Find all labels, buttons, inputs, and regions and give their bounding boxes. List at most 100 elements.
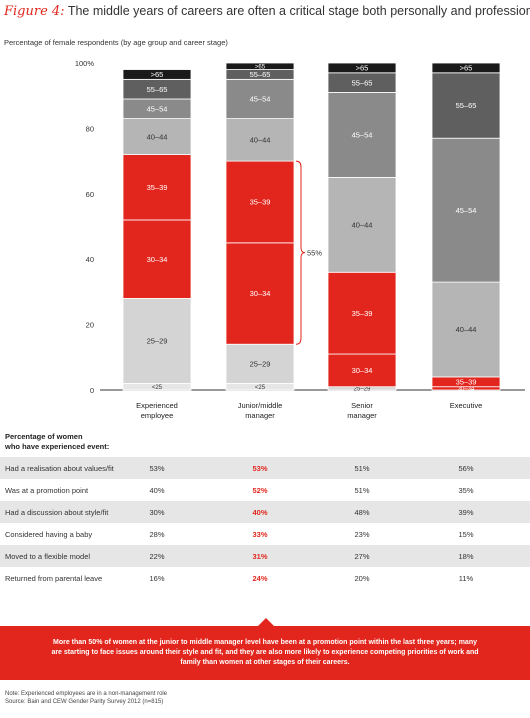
segment-label: 25–29 (147, 337, 168, 346)
y-tick-label: 0 (90, 386, 94, 395)
table-heading: Percentage of women who have experienced… (5, 432, 109, 452)
category-label: employee (141, 411, 174, 420)
segment-label: >65 (356, 64, 369, 73)
row-value: 11% (458, 574, 474, 583)
table-row: Returned from parental leave 16% 24% 20% 11% (0, 567, 530, 589)
segment-label: 30–34 (352, 366, 373, 375)
y-tick-label: 100% (75, 59, 95, 68)
bar-segment (225, 62, 295, 70)
segment-label: 35–39 (147, 183, 168, 192)
y-tick-label: 20 (86, 321, 94, 330)
row-label: Returned from parental leave (5, 574, 103, 583)
row-value: 24% (252, 574, 268, 583)
segment-label: 30–34 (458, 387, 475, 393)
bar-segment (431, 62, 501, 74)
row-label: Considered having a baby (5, 530, 93, 539)
row-value: 27% (354, 552, 370, 561)
bar-segment (122, 69, 192, 80)
table-heading-line1: Percentage of women (5, 432, 83, 441)
row-value: 52% (252, 486, 268, 495)
figure-heading: The middle years of careers are often a … (67, 4, 530, 18)
bracket (295, 160, 306, 345)
row-value: 53% (149, 464, 165, 473)
bar-segment (122, 219, 192, 299)
table-row: Was at a promotion point 40% 52% 51% 35% (0, 479, 530, 501)
segment-label: 55–65 (250, 70, 271, 79)
category-label: Junior/middle (238, 401, 283, 410)
bar-segment (431, 281, 501, 378)
segment-label: 45–54 (147, 104, 168, 113)
segment-label: 55–65 (352, 78, 373, 87)
segment-label: 45–54 (456, 206, 477, 215)
bar-segment (225, 242, 295, 345)
row-value: 33% (252, 530, 268, 539)
bar-segment (327, 92, 397, 178)
row-value: 51% (354, 464, 370, 473)
category-label: manager (347, 411, 377, 420)
category-label: manager (245, 411, 275, 420)
bar-segment (122, 118, 192, 155)
row-value: 35% (458, 486, 474, 495)
row-value: 22% (149, 552, 165, 561)
y-tick-label: 80 (86, 124, 94, 133)
footnotes: Note: Experienced employees are in a non… (5, 690, 167, 706)
segment-label: 40–44 (250, 136, 271, 145)
row-value: 31% (252, 552, 268, 561)
segment-label: <25 (255, 385, 266, 391)
row-value: 56% (458, 464, 474, 473)
bar-segment (225, 118, 295, 162)
segment-label: 45–54 (250, 95, 271, 104)
bracket-label: 55% (307, 249, 322, 258)
row-value: 30% (149, 508, 165, 517)
row-value: 40% (252, 508, 268, 517)
table-row: Moved to a flexible model 22% 31% 27% 18% (0, 545, 530, 567)
row-value: 40% (149, 486, 165, 495)
segment-label: 40–44 (352, 221, 373, 230)
segment-label: 35–39 (250, 198, 271, 207)
category-label: Experienced (136, 401, 178, 410)
row-value: 51% (354, 486, 370, 495)
bar-segment (327, 353, 397, 388)
segment-label: 25–29 (354, 387, 371, 393)
bar-segment (225, 78, 295, 119)
table-row: Considered having a baby 28% 33% 23% 15% (0, 523, 530, 545)
segment-label: 25–29 (250, 360, 271, 369)
row-label: Had a realisation about values/fit (5, 464, 114, 473)
bar-segment (327, 271, 397, 355)
bar-segment (431, 137, 501, 283)
stacked-bar-chart: 020406080100%<2525–2930–3435–3940–4445–5… (75, 59, 525, 420)
row-value: 53% (252, 464, 268, 473)
row-value: 48% (354, 508, 370, 517)
segment-label: >65 (255, 64, 266, 70)
row-value: 39% (458, 508, 474, 517)
segment-label: 40–44 (456, 325, 477, 334)
segment-label: 55–65 (456, 101, 477, 110)
callout-box: More than 50% of women at the junior to … (0, 626, 530, 680)
row-label: Had a discussion about style/fit (5, 508, 109, 517)
segment-label: 55–65 (147, 85, 168, 94)
category-label: Senior (351, 401, 373, 410)
segment-label: 40–44 (147, 132, 168, 141)
y-tick-label: 60 (86, 190, 94, 199)
table-row: Had a realisation about values/fit 53% 53%… (0, 457, 530, 479)
figure-title: Figure 4: The middle years of careers ar… (4, 4, 530, 19)
segment-label: 30–34 (250, 289, 271, 298)
segment-label: >65 (460, 64, 473, 73)
segment-label: 30–34 (147, 255, 168, 264)
segment-label: >65 (151, 70, 164, 79)
segment-label: 45–54 (352, 131, 373, 140)
bar-segment (327, 62, 397, 74)
callout-pointer (257, 618, 275, 627)
row-value: 20% (354, 574, 370, 583)
row-value: 23% (354, 530, 370, 539)
bar-segment (327, 177, 397, 273)
row-value: 28% (149, 530, 165, 539)
bar-segment (225, 160, 295, 244)
row-label: Was at a promotion point (5, 486, 89, 495)
bar-segment (225, 343, 295, 384)
segment-label: 35–39 (352, 309, 373, 318)
row-value: 18% (458, 552, 474, 561)
row-label: Moved to a flexible model (5, 552, 91, 561)
chart-subtitle: Percentage of female respondents (by age… (4, 38, 228, 47)
category-label: Executive (450, 401, 483, 410)
